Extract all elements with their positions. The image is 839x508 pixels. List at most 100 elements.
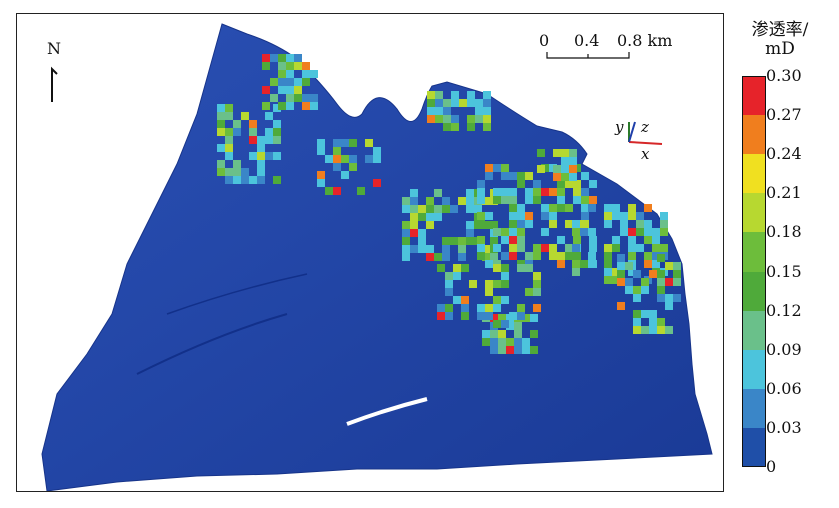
permeability-cell — [286, 78, 294, 86]
permeability-cell — [273, 120, 281, 128]
permeability-cell — [257, 136, 265, 144]
permeability-cell — [443, 123, 451, 131]
permeability-cell — [561, 173, 569, 181]
permeability-cell — [533, 244, 541, 252]
permeability-cell — [410, 221, 418, 229]
permeability-cell — [657, 270, 665, 278]
permeability-cell — [217, 160, 225, 168]
permeability-cell — [509, 188, 517, 196]
permeability-cell — [278, 54, 286, 62]
permeability-cell — [588, 228, 596, 236]
permeability-cell — [278, 62, 286, 70]
permeability-cell — [530, 314, 538, 322]
permeability-cell — [509, 204, 517, 212]
permeability-cell — [482, 330, 490, 338]
permeability-cell — [435, 107, 443, 115]
permeability-cell — [498, 346, 506, 354]
permeability-cell — [270, 54, 278, 62]
permeability-cell — [286, 94, 294, 102]
permeability-cell — [427, 91, 435, 99]
permeability-cell — [278, 78, 286, 86]
permeability-cell — [333, 163, 341, 171]
permeability-cell — [509, 228, 517, 236]
permeability-cell — [557, 204, 565, 212]
permeability-cell — [628, 212, 636, 220]
permeability-cell — [628, 244, 636, 252]
permeability-cell — [257, 160, 265, 168]
permeability-cell — [225, 176, 233, 184]
permeability-cell — [325, 187, 333, 195]
permeability-cell — [633, 318, 641, 326]
permeability-cell — [604, 212, 612, 220]
fault-line-2 — [166, 273, 308, 315]
permeability-cell — [525, 188, 533, 196]
permeability-cell — [617, 262, 625, 270]
permeability-cell — [483, 107, 491, 115]
permeability-cell — [493, 228, 501, 236]
permeability-cell — [501, 236, 509, 244]
permeability-cell — [445, 304, 453, 312]
permeability-map: N 0 0.4 0.8 km y z x — [41, 23, 713, 491]
permeability-cell — [286, 102, 294, 110]
permeability-cell — [477, 212, 485, 220]
permeability-cell — [427, 99, 435, 107]
permeability-cell — [461, 304, 469, 312]
permeability-cell — [549, 212, 557, 220]
legend-tick-label: 0.27 — [766, 105, 802, 125]
permeability-cell — [604, 204, 612, 212]
permeability-cell — [612, 244, 620, 252]
legend-swatch — [743, 76, 765, 116]
permeability-cell — [373, 147, 381, 155]
permeability-cell — [493, 280, 501, 288]
permeability-cell — [302, 94, 310, 102]
permeability-cell — [302, 102, 310, 110]
permeability-cell — [522, 338, 530, 346]
permeability-cell — [541, 212, 549, 220]
permeability-cell — [349, 163, 357, 171]
permeability-cell — [458, 253, 466, 261]
permeability-cell — [333, 187, 341, 195]
permeability-cell — [233, 176, 241, 184]
permeability-cell — [437, 304, 445, 312]
permeability-cell — [509, 220, 517, 228]
permeability-cell — [410, 229, 418, 237]
permeability-cell — [443, 115, 451, 123]
permeability-cell — [533, 304, 541, 312]
permeability-cell — [217, 104, 225, 112]
permeability-cell — [493, 264, 501, 272]
permeability-cell — [565, 220, 573, 228]
permeability-cell — [625, 278, 633, 286]
permeability-cell — [426, 205, 434, 213]
permeability-cell — [469, 280, 477, 288]
permeability-cell — [443, 107, 451, 115]
permeability-cell — [373, 155, 381, 163]
permeability-cell — [265, 128, 273, 136]
permeability-cell — [442, 253, 450, 261]
permeability-cell — [278, 102, 286, 110]
permeability-cell — [477, 188, 485, 196]
permeability-cell — [652, 244, 660, 252]
permeability-cell — [273, 136, 281, 144]
permeability-cell — [451, 99, 459, 107]
permeability-cell — [617, 254, 625, 262]
permeability-cell — [557, 188, 565, 196]
permeability-cell — [498, 330, 506, 338]
permeability-cell — [644, 204, 652, 212]
permeability-cell — [257, 168, 265, 176]
permeability-cell — [581, 212, 589, 220]
permeability-cell — [402, 245, 410, 253]
permeability-cell — [636, 228, 644, 236]
permeability-cell — [557, 236, 565, 244]
permeability-cell — [418, 205, 426, 213]
permeability-cell — [273, 176, 281, 184]
permeability-cell — [649, 270, 657, 278]
permeability-cell — [644, 236, 652, 244]
permeability-cell — [442, 237, 450, 245]
permeability-cell — [580, 260, 588, 268]
permeability-cell — [641, 286, 649, 294]
permeability-cell — [445, 312, 453, 320]
permeability-cell — [557, 196, 565, 204]
permeability-cell — [459, 99, 467, 107]
permeability-cell — [620, 228, 628, 236]
permeability-cell — [569, 165, 577, 173]
